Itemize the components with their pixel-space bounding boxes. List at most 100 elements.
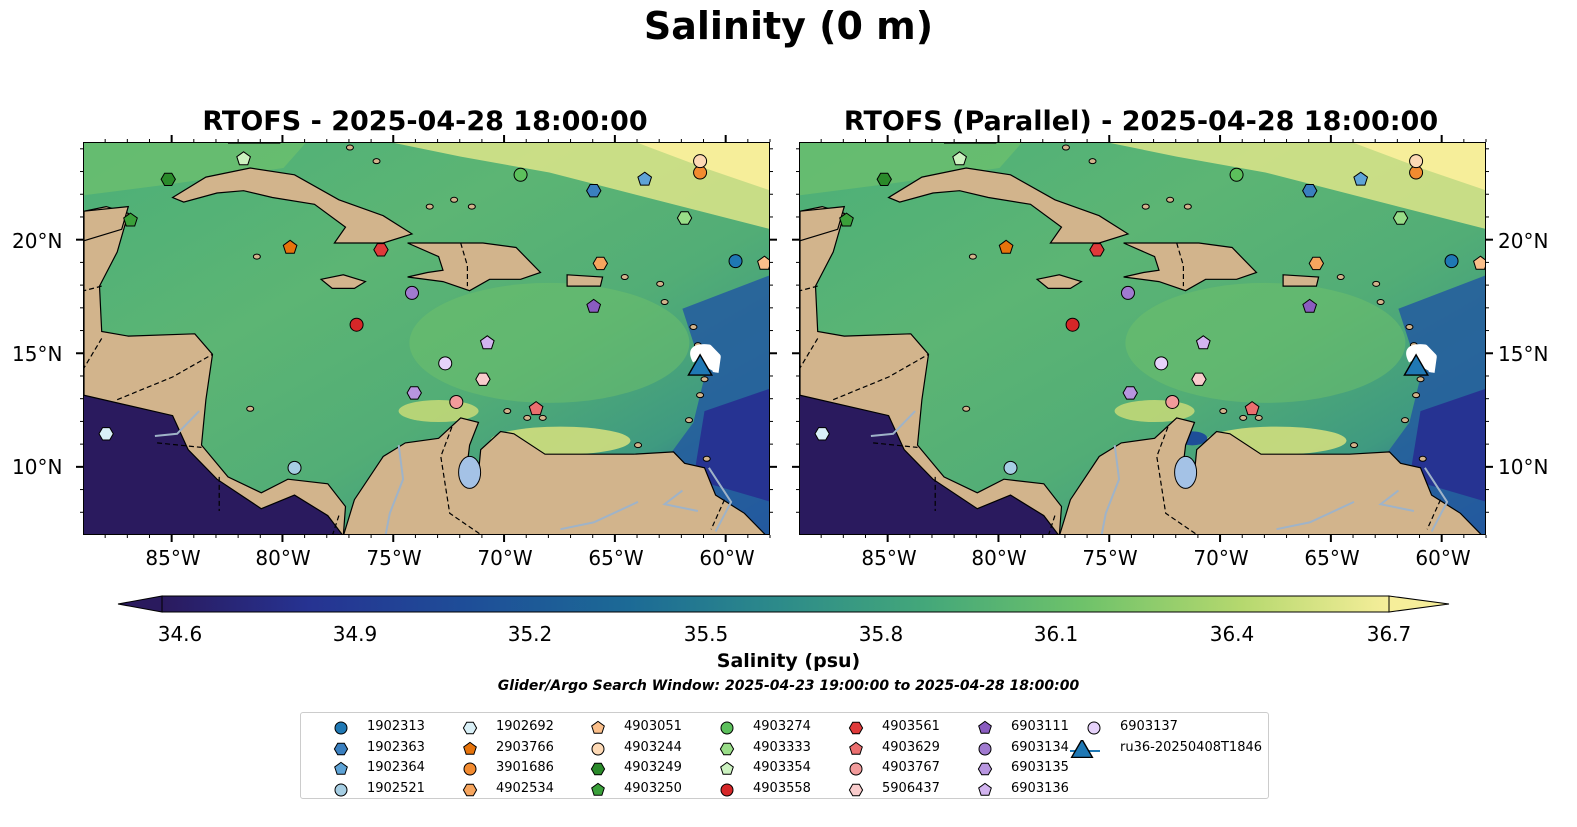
float-marker-1902313[interactable] — [728, 254, 743, 269]
float-marker-6903136[interactable] — [1195, 335, 1211, 350]
legend-circle[interactable] — [849, 762, 863, 776]
float-marker-1902692[interactable] — [98, 427, 114, 441]
river-line — [1424, 467, 1449, 532]
legend-hexagon[interactable] — [462, 721, 478, 735]
lon-label-85w-left: 85°W — [145, 546, 201, 570]
legend-label: 4903274 — [753, 719, 811, 734]
float-marker-4903354[interactable] — [236, 151, 251, 166]
legend-label: 5906437 — [882, 780, 940, 796]
legend-pentagon[interactable] — [591, 782, 605, 796]
float-marker-4903558[interactable] — [349, 317, 364, 332]
legend-circle[interactable] — [591, 742, 605, 755]
float-marker-2903766[interactable] — [998, 239, 1014, 254]
float-marker-4903244[interactable] — [693, 154, 708, 169]
legend-triangle[interactable] — [1070, 739, 1094, 758]
float-marker-1902363[interactable] — [1302, 184, 1318, 198]
float-marker-4903333[interactable] — [676, 211, 693, 225]
float-marker-ru36-20250408T1846[interactable] — [1403, 353, 1430, 376]
salinity-map-parallel[interactable] — [800, 143, 1486, 535]
float-marker-4903244[interactable] — [1409, 154, 1424, 169]
left-map-panel[interactable] — [83, 142, 770, 535]
small-island — [634, 442, 643, 449]
float-marker-1902364[interactable] — [1353, 171, 1369, 186]
legend-circle[interactable] — [334, 783, 348, 796]
puerto-rico-land — [1282, 274, 1320, 287]
float-marker-4903354[interactable] — [952, 151, 967, 166]
float-marker-1902521[interactable] — [287, 460, 302, 475]
small-island — [702, 455, 711, 462]
float-marker-1902313[interactable] — [1444, 254, 1459, 269]
legend-marker — [978, 782, 992, 796]
legend-hexagon[interactable] — [590, 762, 606, 776]
float-marker-ru36-20250408T1846[interactable] — [687, 353, 714, 376]
float-marker-4903051[interactable] — [1473, 255, 1486, 270]
small-island — [620, 274, 629, 281]
legend-hexagon[interactable] — [719, 742, 735, 755]
float-marker-4903250[interactable] — [839, 212, 854, 227]
legend-label: 6903134 — [1011, 739, 1069, 755]
float-marker-4903629[interactable] — [1244, 400, 1260, 416]
legend-circle[interactable] — [463, 762, 477, 776]
float-marker-4903274[interactable] — [513, 167, 528, 182]
float-marker-4903250[interactable] — [123, 212, 138, 227]
legend-label: 4903051 — [624, 719, 682, 734]
legend-marker — [720, 783, 734, 796]
float-marker-6903135[interactable] — [1122, 386, 1138, 400]
legend-circle[interactable] — [978, 742, 992, 755]
float-marker-4903249[interactable] — [160, 172, 176, 186]
float-marker-5906437[interactable] — [475, 372, 491, 386]
legend-circle[interactable] — [1087, 721, 1101, 735]
float-marker-1902364[interactable] — [637, 171, 653, 186]
lat-label-15n-left: 15°N — [12, 342, 63, 366]
float-marker-2903766[interactable] — [282, 239, 298, 254]
hispaniola-land — [1123, 242, 1258, 292]
legend-pentagon[interactable] — [978, 782, 992, 796]
float-marker-6903111[interactable] — [1302, 298, 1318, 313]
float-marker-1902692[interactable] — [814, 427, 830, 441]
colorbar-tick-36-1: 36.1 — [1033, 622, 1079, 646]
float-marker-4902534[interactable] — [592, 256, 609, 271]
float-marker-6903135[interactable] — [406, 386, 422, 400]
float-marker-6903136[interactable] — [479, 335, 495, 350]
right-map-panel[interactable] — [799, 142, 1486, 535]
float-marker-4903274[interactable] — [1229, 167, 1244, 182]
float-marker-4903767[interactable] — [449, 394, 464, 409]
legend-hexagon[interactable] — [333, 742, 349, 755]
float-marker-4903629[interactable] — [528, 400, 544, 416]
legend-hexagon[interactable] — [462, 783, 478, 796]
float-marker-1902521[interactable] — [1003, 460, 1018, 475]
legend-pentagon[interactable] — [334, 761, 348, 775]
legend-pentagon[interactable] — [849, 741, 863, 755]
legend-pentagon[interactable] — [591, 720, 605, 734]
float-marker-4903558[interactable] — [1065, 317, 1080, 332]
legend-hexagon[interactable] — [977, 762, 993, 776]
legend-hexagon[interactable] — [848, 721, 864, 735]
float-marker-6903137[interactable] — [1154, 356, 1169, 371]
legend-pentagon[interactable] — [720, 761, 734, 775]
float-marker-5906437[interactable] — [1191, 372, 1207, 386]
float-marker-4903561[interactable] — [1089, 243, 1105, 257]
country-border — [832, 353, 929, 401]
small-island — [1239, 414, 1248, 421]
float-marker-6903134[interactable] — [404, 285, 419, 300]
river-line — [1100, 444, 1121, 534]
legend-pentagon[interactable] — [978, 720, 992, 734]
float-marker-6903137[interactable] — [438, 356, 453, 371]
float-marker-6903134[interactable] — [1120, 285, 1135, 300]
legend-hexagon[interactable] — [848, 783, 864, 796]
legend-circle[interactable] — [720, 783, 734, 796]
legend-pentagon[interactable] — [463, 741, 477, 755]
float-marker-6903111[interactable] — [586, 298, 602, 313]
float-marker-4903767[interactable] — [1165, 394, 1180, 409]
float-marker-4902534[interactable] — [1308, 256, 1325, 271]
float-marker-4903561[interactable] — [373, 243, 389, 257]
float-marker-4903249[interactable] — [876, 172, 892, 186]
salinity-map-rtofs[interactable] — [84, 143, 770, 535]
float-marker-4903333[interactable] — [1392, 211, 1409, 225]
float-marker-4903051[interactable] — [757, 255, 770, 270]
legend-circle[interactable] — [720, 721, 734, 735]
legend-label: 6903135 — [1011, 760, 1069, 775]
legend-circle[interactable] — [334, 721, 348, 735]
puerto-rico-land — [566, 274, 604, 287]
float-marker-1902363[interactable] — [586, 184, 602, 198]
